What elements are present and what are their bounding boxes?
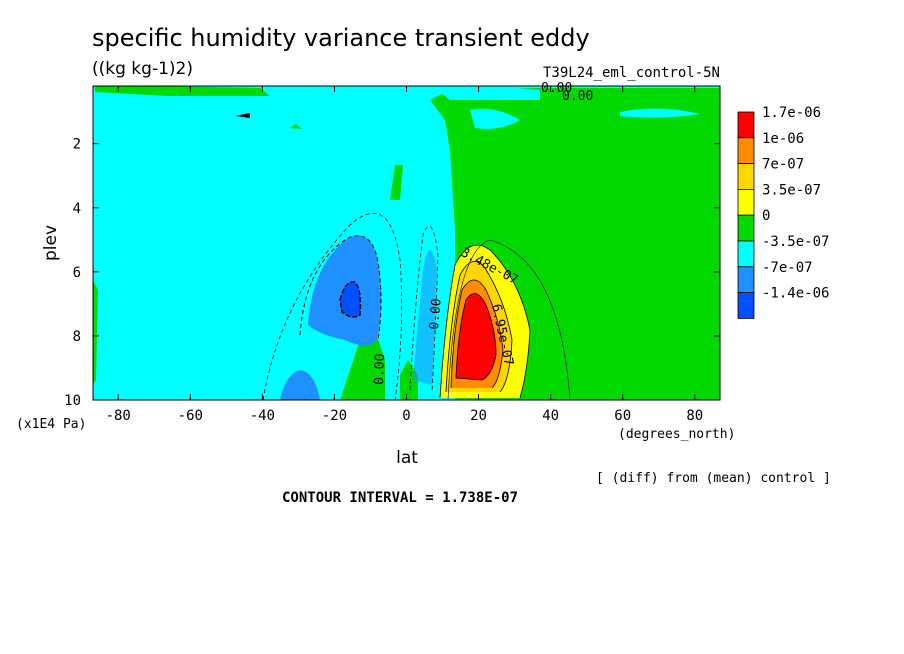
legend-swatch [737,214,755,242]
contour-field [93,86,720,400]
contour-label-2: 0.00 [562,89,593,104]
contour-label-6: 0.00 [372,353,388,385]
contour-pos-4 [455,293,497,381]
legend-swatch [737,292,755,319]
positive-anomaly-red [456,293,496,380]
legend-swatch [737,163,755,190]
negative-anomaly-dark [340,281,361,317]
legend-swatch [737,188,755,216]
x-axis: -80 -60 -40 -20 0 20 40 60 80 [106,86,703,424]
y-tick-label: 4 [73,201,81,217]
contour-neg-outer [262,213,403,400]
chart-units: ((kg kg-1)2) [92,59,193,79]
chart-title: specific humidity variance transient edd… [92,24,590,52]
x-tick-label: -40 [250,408,275,424]
x-tick-label: 40 [542,408,559,424]
contour-pos-2 [445,261,513,393]
x-tick-label: -80 [106,408,131,424]
x-tick-label: -60 [178,408,203,424]
contour-pos-outer [447,239,571,400]
legend-label: -7e-07 [762,260,813,276]
green-patch-low [400,360,418,400]
cap-region [440,87,540,100]
legend-label: 1e-06 [762,131,804,147]
legend-label: -3.5e-07 [762,234,829,250]
legend-label: 0 [762,208,770,224]
contour-neg-strip [409,225,439,393]
y-tick-label: 2 [73,137,81,153]
x-axis-unit: (degrees_north) [618,427,735,442]
positive-region-top [95,86,270,96]
x-axis-label: lat [396,448,418,468]
diff-note: [ (diff) from (mean) control ] [596,471,831,486]
x-tick-label: 60 [614,408,631,424]
contour-neg-1 [299,235,382,341]
green-patch-south [340,330,385,400]
y-axis-label: plev [41,225,61,261]
contour-label-1: 0.00 [541,81,572,96]
legend-swatch [737,137,755,165]
west-edge-patch [93,280,98,385]
x-tick-label: 0 [402,408,410,424]
color-legend: 1.7e-06 1e-06 7e-07 3.5e-07 0 -3.5e-07 -7e-07 -… [737,105,829,319]
contour-label-5: 0.00 [427,298,445,331]
contour-pos-1 [439,244,531,399]
cyan-patch-tropics [470,108,520,129]
x-tick-label: 80 [686,408,703,424]
y-axis-unit: (x1E4 Pa) [16,417,86,432]
y-tick-label: 6 [73,265,81,281]
cyan-patch-north [620,108,700,118]
y-tick-label: 10 [64,393,81,409]
y-axis: 2 4 6 8 10 [64,137,720,409]
run-label: T39L24_eml_control-5N [543,65,720,81]
small-patch-b [290,124,302,129]
legend-label: 7e-07 [762,157,804,173]
x-tick-label: 20 [470,408,487,424]
contour-pos-3 [450,279,504,389]
green-patch-equator [390,165,403,200]
small-patch-a [235,113,250,118]
legend-label: 1.7e-06 [762,105,821,121]
legend-label: -1.4e-06 [762,286,829,302]
x-tick-label: -20 [322,408,347,424]
negative-anomaly-surface [280,370,320,400]
legend-label: 3.5e-07 [762,182,821,198]
contour-interval: CONTOUR INTERVAL = 1.738E-07 [282,490,518,506]
legend-swatch [737,111,755,139]
y-tick-label: 8 [73,329,81,345]
contour-neg-2 [339,281,362,318]
legend-swatch [737,240,755,268]
legend-swatch [737,266,755,293]
negative-strip [413,250,437,385]
